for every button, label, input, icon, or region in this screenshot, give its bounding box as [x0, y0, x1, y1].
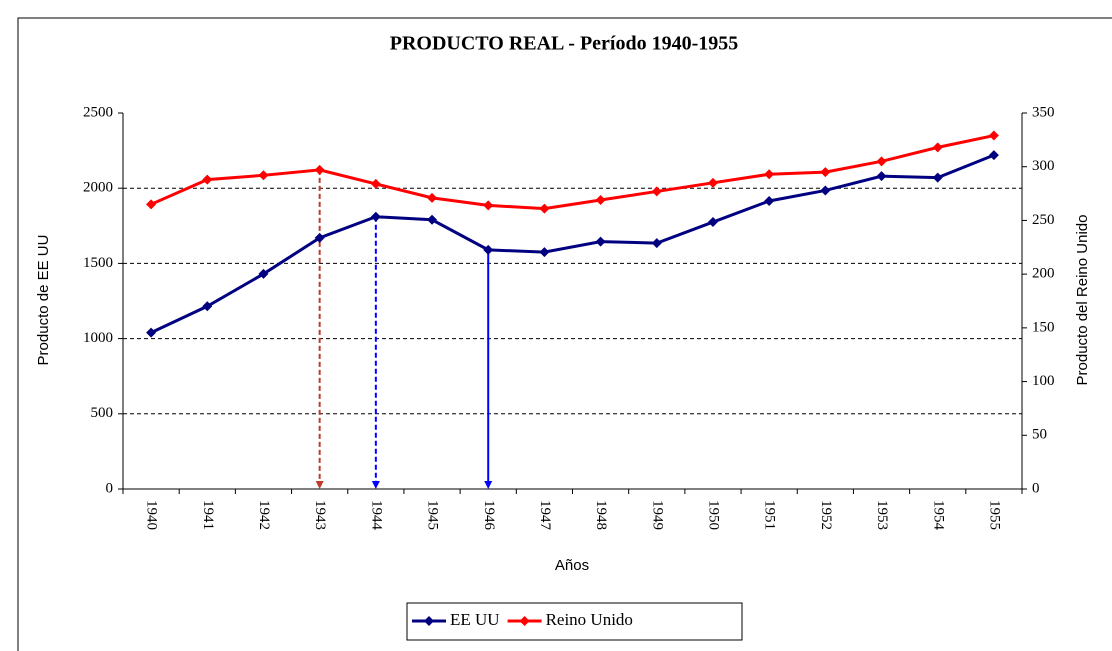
y2-tick-label: 0	[1032, 480, 1040, 496]
data-point	[932, 172, 943, 183]
data-point	[932, 142, 943, 153]
x-tick-label: 1941	[200, 500, 216, 530]
y2-tick-label: 200	[1032, 266, 1055, 282]
y2-tick-label: 150	[1032, 319, 1055, 335]
y-tick-label: 500	[91, 405, 114, 421]
legend-label: Reino Unido	[546, 610, 633, 629]
x-tick-label: 1945	[425, 500, 441, 530]
data-point	[764, 195, 775, 206]
legend-marker	[519, 616, 530, 626]
chart-frame	[17, 17, 1112, 651]
annotation-arrowhead	[484, 481, 493, 489]
x-tick-label: 1950	[706, 500, 722, 530]
x-tick-label: 1942	[256, 500, 272, 530]
data-point	[483, 200, 494, 211]
x-tick-label: 1951	[762, 500, 778, 530]
x-tick-label: 1955	[986, 500, 1002, 530]
data-point	[427, 214, 438, 225]
x-tick-label: 1940	[144, 500, 160, 530]
y2-tick-label: 100	[1032, 373, 1055, 389]
x-tick-label: 1944	[368, 500, 384, 531]
data-point	[764, 169, 775, 180]
x-tick-label: 1943	[312, 500, 328, 530]
data-point	[876, 156, 887, 167]
y2-tick-label: 50	[1032, 427, 1047, 443]
data-point	[314, 164, 325, 175]
data-point	[595, 236, 606, 247]
y-tick-label: 1000	[83, 330, 113, 346]
y-tick-label: 1500	[83, 255, 113, 271]
data-point	[146, 199, 157, 210]
y-axis-label: Producto de EE UU	[35, 235, 52, 366]
x-tick-label: 1954	[930, 500, 946, 531]
x-tick-label: 1952	[818, 500, 834, 530]
x-tick-label: 1946	[481, 500, 497, 531]
y2-tick-label: 300	[1032, 158, 1055, 174]
data-point	[876, 171, 887, 182]
data-point	[539, 247, 550, 258]
series-line	[150, 134, 995, 211]
x-tick-label: 1953	[874, 500, 890, 530]
data-point	[258, 170, 269, 181]
data-point	[146, 327, 157, 338]
data-point	[370, 211, 381, 222]
data-point	[820, 185, 831, 196]
chart-title: PRODUCTO REAL - Período 1940-1955	[390, 33, 739, 55]
y2-tick-label: 250	[1032, 212, 1055, 228]
legend-box	[406, 602, 743, 641]
data-point	[988, 150, 999, 161]
data-point	[202, 301, 213, 312]
legend-label: EE UU	[450, 610, 500, 629]
data-point	[595, 195, 606, 206]
y2-tick-label: 350	[1032, 104, 1055, 120]
x-tick-label: 1948	[593, 500, 609, 530]
data-point	[258, 268, 269, 279]
y2-axis-label: Producto del Reino Unido	[1074, 215, 1091, 386]
data-point	[707, 177, 718, 188]
x-axis-label: Años	[555, 557, 589, 574]
y-tick-label: 2000	[83, 180, 113, 196]
x-tick-label: 1949	[649, 500, 665, 530]
data-point	[314, 232, 325, 243]
y-tick-label: 0	[106, 480, 114, 496]
data-point	[651, 238, 662, 249]
annotation-arrowhead	[315, 481, 324, 489]
annotation-arrowhead	[371, 481, 380, 489]
data-point	[820, 167, 831, 178]
data-point	[370, 178, 381, 189]
y-tick-label: 2500	[83, 104, 113, 120]
data-point	[651, 186, 662, 197]
series-line	[150, 153, 995, 334]
data-point	[707, 217, 718, 228]
data-point	[202, 174, 213, 185]
data-point	[483, 244, 494, 255]
data-point	[539, 203, 550, 214]
legend-marker	[424, 616, 434, 626]
data-point	[988, 130, 999, 141]
x-tick-label: 1947	[537, 500, 553, 531]
data-point	[427, 192, 438, 203]
